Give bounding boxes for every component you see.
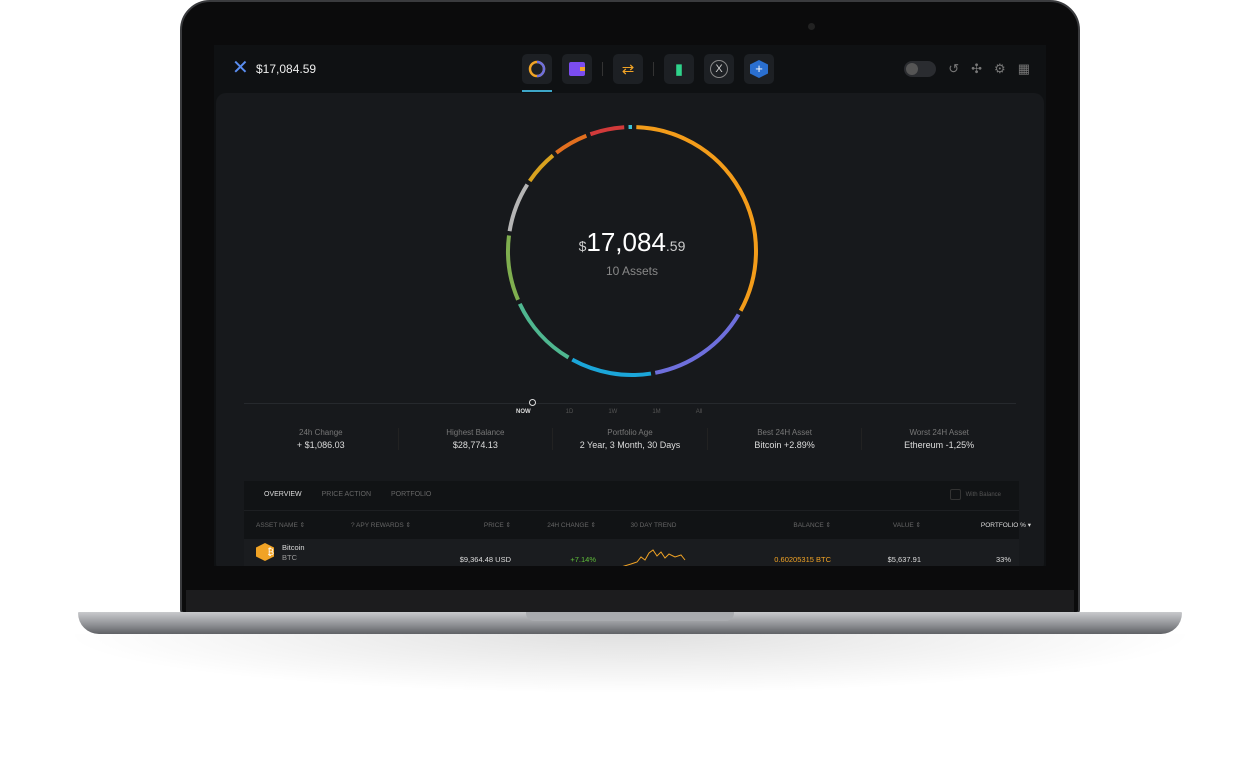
- asset-count: 10 Assets: [605, 264, 659, 278]
- range-1m[interactable]: 1M: [652, 409, 661, 415]
- divider: [602, 62, 603, 76]
- col-24h-change[interactable]: 24H CHANGE ⇕: [547, 522, 596, 529]
- donut-segment[interactable]: [636, 125, 758, 312]
- range-now[interactable]: NOW: [516, 409, 531, 415]
- donut-segment[interactable]: [654, 313, 741, 375]
- price-cell: $9,364.48 USD: [459, 554, 511, 564]
- exodus-logo-icon[interactable]: ✕: [232, 57, 249, 79]
- donut-segment[interactable]: [506, 235, 520, 301]
- header-actions: ↺ ✣ ⚙ ▦: [904, 61, 1030, 77]
- stat-value: Ethereum -1,25%: [904, 440, 975, 450]
- donut-segment[interactable]: [571, 357, 652, 377]
- balance-cents: .59: [665, 238, 686, 254]
- timeline-handle[interactable]: [529, 399, 536, 406]
- stat-portfolio-age: Portfolio Age 2 Year, 3 Month, 30 Days: [553, 428, 708, 450]
- stat-highest-balance: Highest Balance $28,774.13: [399, 428, 554, 450]
- donut-segment[interactable]: [555, 133, 588, 155]
- range-1d[interactable]: 1D: [565, 409, 574, 415]
- currency-symbol: $: [578, 238, 587, 254]
- col-apy-rewards[interactable]: ? APY REWARDS ⇕: [351, 522, 411, 529]
- checkbox[interactable]: [949, 489, 961, 500]
- laptop-shadow: [60, 634, 1200, 694]
- col-price[interactable]: PRICE ⇕: [483, 522, 511, 529]
- range-selector: NOW 1D 1W 1M All: [516, 409, 702, 415]
- history-icon[interactable]: ↺: [948, 61, 960, 76]
- portfolio-donut-chart: [506, 125, 758, 377]
- asset-ticker: BTC: [282, 553, 297, 562]
- range-1w[interactable]: 1W: [608, 409, 618, 415]
- app-switcher: ⇄ ▮ X +: [522, 54, 774, 84]
- donut-segment[interactable]: [528, 153, 555, 183]
- wallet-icon[interactable]: [562, 54, 592, 84]
- with-balance-filter[interactable]: With Balance: [949, 489, 1001, 500]
- table-row[interactable]: ₿ Bitcoin BTC $9,364.48 USD +7.14% 0.60205…: [244, 539, 1019, 566]
- network-icon[interactable]: ✣: [971, 61, 983, 76]
- stat-best-asset: Best 24H Asset Bitcoin +2.89%: [708, 428, 863, 450]
- active-app-underline: [522, 90, 552, 92]
- col-value[interactable]: VALUE ⇕: [892, 522, 921, 529]
- top-bar: ✕ $17,084.59 ⇄ ▮ X + ↺ ✣ ⚙ ▦: [214, 45, 1046, 93]
- stat-value: 2 Year, 3 Month, 30 Days: [579, 440, 681, 450]
- range-all[interactable]: All: [695, 409, 703, 415]
- exchange-icon[interactable]: ⇄: [613, 54, 643, 84]
- plus-app-icon[interactable]: +: [744, 54, 774, 84]
- col-30-day-trend: 30 DAY TREND: [630, 521, 677, 529]
- stat-value: $28,774.13: [452, 440, 498, 450]
- table-tabs: OVERVIEW PRICE ACTION PORTFOLIO: [244, 481, 1019, 511]
- laptop-base: [78, 612, 1182, 634]
- stat-value: Bitcoin +2.89%: [754, 440, 815, 450]
- col-portfolio-pct[interactable]: PORTFOLIO % ▾: [980, 522, 1031, 529]
- app-screen: ✕ $17,084.59 ⇄ ▮ X + ↺ ✣ ⚙ ▦ $17,084.59 …: [214, 45, 1046, 566]
- lock-toggle[interactable]: [904, 61, 937, 77]
- settings-icon[interactable]: ⚙: [994, 61, 1006, 76]
- header-balance: $17,084.59: [256, 62, 317, 76]
- camera: [808, 23, 815, 30]
- col-asset-name[interactable]: ASSET NAME ⇕: [256, 522, 306, 529]
- change-cell: +7.14%: [570, 554, 596, 564]
- with-balance-label: With Balance: [965, 491, 1001, 498]
- stat-worst-asset: Worst 24H Asset Ethereum -1,25%: [862, 428, 1016, 450]
- apps-grid-icon[interactable]: ▦: [1017, 61, 1030, 76]
- stats-bar: 24h Change + $1,086.03 Highest Balance $28…: [244, 428, 1016, 450]
- stat-label: Highest Balance: [446, 428, 505, 437]
- portfolio-cell: 33%: [995, 554, 1011, 564]
- stat-label: Best 24H Asset: [757, 428, 812, 437]
- donut-segment[interactable]: [517, 302, 570, 360]
- stat-label: Portfolio Age: [607, 428, 653, 437]
- stat-24h-change: 24h Change + $1,086.03: [244, 428, 399, 450]
- trend-sparkline: [596, 548, 711, 566]
- asset-cell: ₿ Bitcoin BTC: [256, 539, 351, 562]
- table-header: ASSET NAME ⇕ ? APY REWARDS ⇕ PRICE ⇕ 24H…: [244, 511, 1031, 539]
- portfolio-panel: $17,084.59 10 Assets NOW 1D 1W 1M All 24…: [216, 93, 1044, 566]
- tab-price-action[interactable]: PRICE ACTION: [321, 491, 372, 498]
- donut-segment[interactable]: [589, 125, 625, 137]
- timeline-track: [244, 403, 1016, 404]
- compound-icon[interactable]: ▮: [664, 54, 694, 84]
- stat-label: Worst 24H Asset: [909, 428, 969, 437]
- stat-label: 24h Change: [299, 428, 343, 437]
- value-cell: $5,637.91: [887, 554, 921, 564]
- donut-center: $17,084.59 10 Assets: [504, 123, 760, 379]
- bitcoin-icon: ₿: [256, 543, 274, 561]
- donut-segment[interactable]: [507, 183, 530, 232]
- stat-value: + $1,086.03: [296, 440, 345, 450]
- total-balance: $17,084.59: [504, 227, 760, 258]
- tab-overview[interactable]: OVERVIEW: [264, 491, 302, 498]
- laptop-chin: [186, 590, 1074, 612]
- portfolio-icon[interactable]: [522, 54, 552, 84]
- tab-portfolio[interactable]: PORTFOLIO: [391, 491, 432, 498]
- assets-table: OVERVIEW PRICE ACTION PORTFOLIO With Bal…: [244, 481, 1031, 566]
- balance-cell: 0.60205315 BTC: [774, 554, 831, 564]
- laptop-notch: [526, 612, 734, 621]
- divider: [653, 62, 654, 76]
- x-app-icon[interactable]: X: [704, 54, 734, 84]
- col-balance[interactable]: BALANCE ⇕: [793, 522, 831, 529]
- asset-name: Bitcoin: [282, 543, 305, 552]
- balance-whole: 17,084: [586, 227, 666, 257]
